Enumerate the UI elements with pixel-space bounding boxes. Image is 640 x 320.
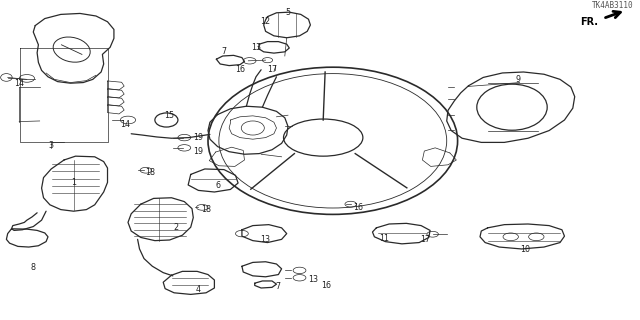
Text: 10: 10 — [520, 245, 530, 254]
Text: 7: 7 — [221, 47, 227, 56]
Text: 17: 17 — [268, 65, 278, 74]
Text: 16: 16 — [235, 65, 245, 74]
Text: 5: 5 — [285, 8, 291, 17]
Text: 18: 18 — [201, 205, 211, 214]
Text: FR.: FR. — [580, 17, 598, 27]
Text: 7: 7 — [276, 282, 281, 291]
Text: TK4AB3110: TK4AB3110 — [592, 1, 634, 10]
Text: 3: 3 — [49, 141, 54, 150]
Text: 8: 8 — [31, 263, 36, 272]
Text: 15: 15 — [164, 111, 175, 120]
Text: 14: 14 — [120, 120, 130, 129]
Text: 16: 16 — [353, 203, 364, 212]
Text: 1: 1 — [71, 178, 76, 187]
Text: 16: 16 — [321, 281, 332, 290]
Text: 6: 6 — [215, 181, 220, 190]
Text: 19: 19 — [193, 133, 204, 142]
Text: 9: 9 — [516, 76, 521, 84]
Text: 13: 13 — [308, 276, 319, 284]
Text: 17: 17 — [420, 235, 431, 244]
Text: 19: 19 — [193, 147, 204, 156]
Text: 18: 18 — [145, 168, 156, 177]
Text: 14: 14 — [14, 79, 24, 88]
Text: 2: 2 — [173, 223, 179, 232]
Text: 4: 4 — [196, 285, 201, 294]
Text: 13: 13 — [251, 43, 261, 52]
Text: 11: 11 — [379, 234, 389, 243]
Text: 12: 12 — [260, 17, 271, 26]
Text: 13: 13 — [260, 236, 271, 244]
